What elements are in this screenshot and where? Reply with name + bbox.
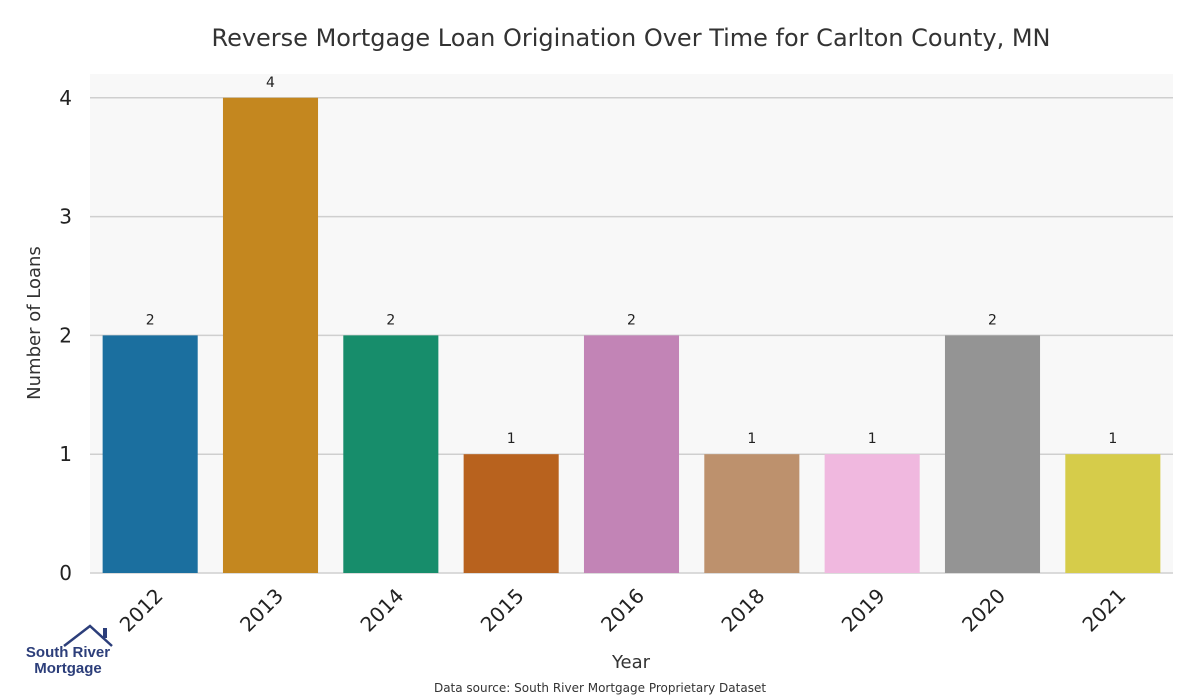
y-tick-label: 1	[59, 442, 72, 466]
x-tick-label: 2019	[837, 584, 890, 637]
bar-value-label: 1	[747, 431, 756, 447]
bar-value-label: 2	[386, 312, 395, 328]
x-axis-label: Year	[611, 652, 651, 673]
bar	[944, 335, 1041, 573]
x-tick-label: 2013	[235, 584, 288, 637]
chart-title: Reverse Mortgage Loan Origination Over T…	[211, 24, 1050, 52]
bar-value-label: 1	[507, 431, 516, 447]
logo-line-2: Mortgage	[34, 660, 102, 677]
bar-value-label: 1	[1108, 431, 1117, 447]
x-tick-label: 2021	[1077, 584, 1130, 637]
x-tick-label: 2014	[355, 584, 408, 637]
bar-value-label: 1	[868, 431, 877, 447]
x-tick-label: 2018	[716, 584, 769, 637]
bars	[102, 97, 1161, 573]
bar	[102, 335, 198, 573]
bar	[824, 454, 920, 573]
x-tick-labels: 2012 2013 2014 2015 2016 2018 2019 2020 2021	[115, 584, 1131, 637]
y-tick-label: 2	[59, 323, 72, 347]
x-tick-label: 2012	[115, 584, 168, 637]
y-tick-label: 0	[59, 561, 72, 585]
house-roof-icon	[63, 624, 113, 647]
y-tick-label: 4	[59, 86, 72, 110]
x-tick-label: 2015	[476, 584, 529, 637]
bar	[583, 335, 680, 573]
bar-labels: 2 4 2 1 2 1 1 2 1	[146, 75, 1118, 447]
data-source-note: Data source: South River Mortgage Propri…	[433, 681, 767, 695]
bar	[463, 454, 559, 573]
bar-value-label: 2	[627, 312, 636, 328]
y-tick-label: 3	[59, 205, 72, 229]
bar-value-label: 2	[146, 312, 155, 328]
logo-line-1: South River	[25, 644, 111, 661]
x-tick-label: 2016	[596, 584, 649, 637]
y-axis-label: Number of Loans	[24, 246, 45, 400]
bar	[343, 335, 439, 573]
bar	[222, 97, 319, 573]
bar	[1065, 454, 1161, 573]
x-tick-label: 2020	[957, 584, 1010, 637]
company-logo: South River Mortgage	[20, 622, 120, 682]
bar-value-label: 2	[988, 312, 997, 328]
y-tick-labels: 0 1 2 3 4	[59, 86, 72, 585]
bar-value-label: 4	[266, 75, 275, 91]
bar	[704, 454, 800, 573]
